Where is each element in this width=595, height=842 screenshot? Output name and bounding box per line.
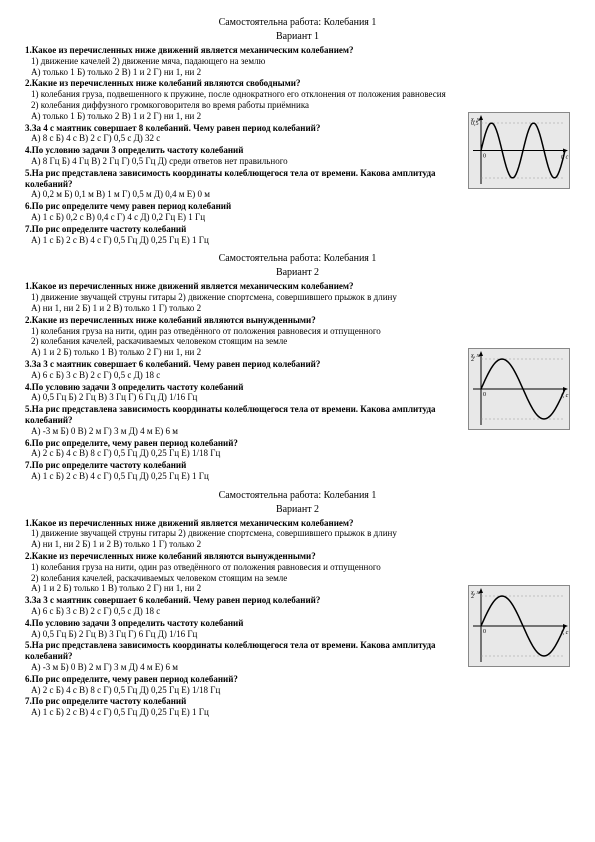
question-text: 6.По рис определите, чему равен период к…: [25, 438, 465, 449]
oscillation-graph: x, м 2 0 t, с: [468, 348, 570, 430]
answer-options: А) ни 1, ни 2 Б) 1 и 2 В) только 1 Г) то…: [31, 303, 465, 314]
question-text: 2.Какие из перечисленных ниже колебаний …: [25, 551, 465, 562]
question-text: 5.На рис представлена зависимость коорди…: [25, 404, 465, 426]
sub-option: 1) колебания груза, подвешенного к пружи…: [31, 89, 465, 100]
question-text: 2.Какие из перечисленных ниже колебаний …: [25, 315, 465, 326]
document-root: Самостоятельна работа: Колебания 1 Вариан…: [25, 17, 570, 718]
answer-options: А) 6 с Б) 3 с В) 2 с Г) 0,5 с Д) 18 с: [31, 370, 465, 381]
answer-options: А) 8 Гц Б) 4 Гц В) 2 Гц Г) 0,5 Гц Д) сре…: [31, 156, 465, 167]
svg-text:0: 0: [483, 392, 486, 398]
sub-option: 2) колебания качелей, раскачиваемых чело…: [31, 573, 465, 584]
answer-options: А) 1 с Б) 0,2 с В) 0,4 с Г) 4 с Д) 0,2 Г…: [31, 212, 465, 223]
question-text: 2.Какие из перечисленных ниже колебаний …: [25, 78, 465, 89]
main-title: Самостоятельна работа: Колебания 1: [25, 17, 570, 29]
question-text: 3.За 4 с маятник совершает 8 колебаний. …: [25, 123, 465, 134]
question-text: 7.По рис определите частоту колебаний: [25, 696, 465, 707]
answer-options: А) 1 с Б) 2 с В) 4 с Г) 0,5 Гц Д) 0,25 Г…: [31, 707, 465, 718]
question-text: 6.По рис определите чему равен период ко…: [25, 201, 465, 212]
sub-option: 1) движение звучащей струны гитары 2) дв…: [31, 292, 465, 303]
question-text: 4.По условию задачи 3 определить частоту…: [25, 618, 465, 629]
answer-options: А) 8 с Б) 4 с В) 2 с Г) 0,5 с Д) 32 с: [31, 133, 465, 144]
question-text: 1.Какое из перечисленных ниже движений я…: [25, 45, 465, 56]
question-text: 7.По рис определите частоту колебаний: [25, 224, 465, 235]
answer-options: А) 1 и 2 Б) только 1 В) только 2 Г) ни 1…: [31, 583, 465, 594]
question-text: 1.Какое из перечисленных ниже движений я…: [25, 518, 465, 529]
answer-options: А) -3 м Б) 0 В) 2 м Г) 3 м Д) 4 м Е) 6 м: [31, 426, 465, 437]
sub-option: 1) колебания груза на нити, один раз отв…: [31, 562, 465, 573]
answer-options: А) 2 с Б) 4 с В) 8 с Г) 0,5 Гц Д) 0,25 Г…: [31, 448, 465, 459]
answer-options: А) ни 1, ни 2 Б) 1 и 2 В) только 1 Г) то…: [31, 539, 465, 550]
sub-option: 1) движение качелей 2) движение мяча, па…: [31, 56, 465, 67]
answer-options: А) 0,5 Гц Б) 2 Гц В) 3 Гц Г) 6 Гц Д) 1/1…: [31, 629, 465, 640]
question-text: 4.По условию задачи 3 определить частоту…: [25, 145, 465, 156]
sub-option: 1) колебания груза на нити, один раз отв…: [31, 326, 465, 337]
worksheet-block: Самостоятельна работа: Колебания 1 Вариан…: [25, 490, 570, 718]
answer-options: А) -3 м Б) 0 В) 2 м Г) 3 м Д) 4 м Е) 6 м: [31, 662, 465, 673]
answer-options: А) 6 с Б) 3 с В) 2 с Г) 0,5 с Д) 18 с: [31, 606, 465, 617]
question-text: 5.На рис представлена зависимость коорди…: [25, 168, 465, 190]
question-text: 3.За 3 с маятник совершает 6 колебаний. …: [25, 359, 465, 370]
main-title: Самостоятельна работа: Колебания 1: [25, 490, 570, 502]
answer-options: А) 1 с Б) 2 с В) 4 с Г) 0,5 Гц Д) 0,25 Г…: [31, 235, 465, 246]
svg-text:2: 2: [471, 594, 474, 600]
main-title: Самостоятельна работа: Колебания 1: [25, 253, 570, 265]
sub-option: 2) колебания качелей, раскачиваемых чело…: [31, 336, 465, 347]
question-text: 7.По рис определите частоту колебаний: [25, 460, 465, 471]
question-text: 3.За 3 с маятник совершает 6 колебаний. …: [25, 595, 465, 606]
oscillation-graph: x, м 0,5 0 t, с: [468, 112, 570, 189]
answer-options: А) 2 с Б) 4 с В) 8 с Г) 0,5 Гц Д) 0,25 Г…: [31, 685, 465, 696]
variant-title: Вариант 2: [25, 504, 570, 516]
answer-options: А) 0,2 м Б) 0,1 м В) 1 м Г) 0,5 м Д) 0,4…: [31, 189, 465, 200]
sub-option: 2) колебания диффузного громкоговорителя…: [31, 100, 465, 111]
answer-options: А) 0,5 Гц Б) 2 Гц В) 3 Гц Г) 6 Гц Д) 1/1…: [31, 392, 465, 403]
answer-options: А) 1 и 2 Б) только 1 В) только 2 Г) ни 1…: [31, 347, 465, 358]
sub-option: 1) движение звучащей струны гитары 2) дв…: [31, 528, 465, 539]
question-text: 6.По рис определите, чему равен период к…: [25, 674, 465, 685]
svg-text:0: 0: [483, 629, 486, 635]
variant-title: Вариант 1: [25, 31, 570, 43]
question-text: 4.По условию задачи 3 определить частоту…: [25, 382, 465, 393]
answer-options: А) 1 с Б) 2 с В) 4 с Г) 0,5 Гц Д) 0,25 Г…: [31, 471, 465, 482]
svg-text:t, с: t, с: [561, 155, 569, 161]
question-text: 5.На рис представлена зависимость коорди…: [25, 640, 465, 662]
answer-options: А) только 1 Б) только 2 В) 1 и 2 Г) ни 1…: [31, 111, 465, 122]
svg-text:t, с: t, с: [561, 630, 569, 636]
svg-text:t, с: t, с: [561, 393, 569, 399]
svg-text:2: 2: [471, 357, 474, 363]
question-text: 1.Какое из перечисленных ниже движений я…: [25, 281, 465, 292]
oscillation-graph: x, м 2 0 t, с: [468, 585, 570, 667]
worksheet-block: Самостоятельна работа: Колебания 1 Вариан…: [25, 17, 570, 245]
variant-title: Вариант 2: [25, 267, 570, 279]
svg-text:0: 0: [483, 154, 486, 160]
worksheet-block: Самостоятельна работа: Колебания 1 Вариан…: [25, 253, 570, 481]
answer-options: А) только 1 Б) только 2 В) 1 и 2 Г) ни 1…: [31, 67, 465, 78]
svg-text:0,5: 0,5: [471, 121, 479, 127]
